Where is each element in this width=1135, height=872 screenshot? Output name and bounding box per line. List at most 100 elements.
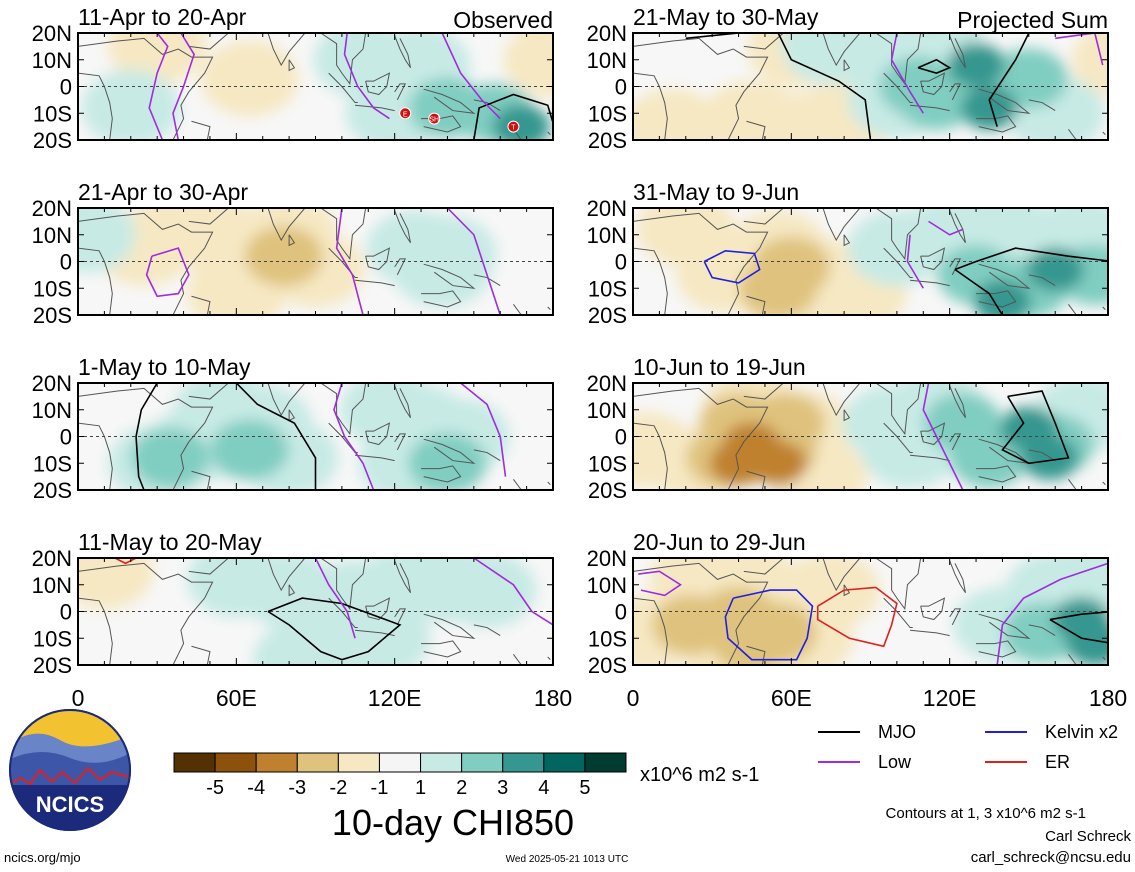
lat-tick-label: 10N bbox=[587, 223, 627, 248]
coastline bbox=[473, 99, 501, 112]
coastline bbox=[423, 88, 476, 114]
coastline bbox=[1102, 481, 1106, 486]
contour-low bbox=[473, 558, 553, 626]
author-name: Carl Schreck bbox=[1045, 828, 1131, 845]
legend-kelvin-label: Kelvin x2 bbox=[1045, 722, 1118, 742]
coastline bbox=[394, 83, 407, 101]
lat-tick-label: 10N bbox=[32, 223, 72, 248]
contour-low bbox=[1055, 33, 1104, 66]
lat-tick-label: 20S bbox=[33, 303, 72, 328]
coastline bbox=[1102, 306, 1106, 311]
coastline bbox=[78, 212, 214, 315]
coastline bbox=[320, 208, 367, 261]
coastline bbox=[843, 234, 851, 247]
coastline bbox=[796, 383, 861, 417]
anomaly-cell bbox=[81, 69, 181, 140]
storm-marker bbox=[428, 112, 441, 125]
coastline bbox=[1068, 129, 1077, 140]
coastline bbox=[796, 208, 861, 242]
coastline bbox=[1068, 479, 1077, 490]
lat-tick-label: 10S bbox=[33, 626, 72, 651]
coastline bbox=[633, 597, 668, 665]
coastline bbox=[949, 83, 962, 101]
colorbar: -5 -4 -3 -2 -1 1 2 3 4 5 bbox=[173, 752, 627, 799]
coastline bbox=[875, 383, 922, 436]
lat-tick-label: 0 bbox=[615, 250, 627, 275]
coastline bbox=[1068, 304, 1077, 315]
anomaly-cell bbox=[897, 69, 976, 130]
lon-tick-label: 0 bbox=[72, 685, 85, 711]
legend-mjo-label: MJO bbox=[878, 722, 916, 742]
coastline bbox=[320, 33, 367, 86]
coastline bbox=[191, 645, 211, 665]
panel-title: 11-Apr to 20-Apr bbox=[78, 4, 247, 30]
coastline bbox=[191, 295, 211, 315]
coastline bbox=[547, 131, 551, 136]
contour-low bbox=[145, 247, 190, 298]
colorbar-swatch bbox=[502, 752, 545, 773]
contour-low bbox=[890, 33, 924, 114]
contour-low bbox=[996, 562, 1108, 665]
coastline bbox=[188, 558, 229, 575]
lat-tick-label: 20S bbox=[33, 653, 72, 678]
lat-tick-label: 20N bbox=[587, 546, 627, 571]
coastline bbox=[241, 33, 306, 67]
contour-low bbox=[906, 234, 924, 289]
lon-tick-label: 180 bbox=[534, 685, 572, 711]
coastline bbox=[1102, 656, 1106, 661]
coastline bbox=[978, 613, 1031, 639]
colorbar-label: -3 bbox=[288, 777, 306, 799]
coastline bbox=[394, 210, 411, 244]
lat-tick-label: 0 bbox=[615, 425, 627, 450]
colorbar-label: 2 bbox=[456, 777, 467, 799]
coastline bbox=[513, 304, 522, 315]
panel-note: Projected Sum bbox=[957, 7, 1108, 33]
colorbar-label: 3 bbox=[497, 777, 508, 799]
coastline bbox=[328, 597, 358, 629]
anomaly-cell bbox=[947, 43, 1005, 88]
coastline bbox=[355, 454, 395, 462]
footer-timestamp: Wed 2025-05-21 1013 UTC bbox=[506, 854, 629, 865]
anomaly-cell bbox=[503, 33, 553, 98]
coastline bbox=[423, 438, 476, 464]
coastline bbox=[78, 72, 113, 140]
contour-low bbox=[638, 570, 682, 597]
anomaly-cell bbox=[78, 208, 136, 273]
storm-marker-label: SH bbox=[429, 117, 439, 124]
coastline bbox=[394, 560, 411, 594]
coastline bbox=[883, 597, 913, 629]
contour-low bbox=[333, 383, 375, 490]
contour-low bbox=[172, 33, 195, 140]
coastline bbox=[843, 59, 851, 72]
coastline bbox=[513, 654, 522, 665]
colorbar-label: -2 bbox=[329, 777, 347, 799]
coastline bbox=[78, 597, 113, 665]
anomaly-cell bbox=[739, 258, 818, 315]
panel-title: 11-May to 20-May bbox=[78, 529, 262, 555]
contour-low bbox=[446, 208, 501, 315]
panel-title: 1-May to 10-May bbox=[78, 354, 251, 380]
colorbar-swatch bbox=[214, 752, 257, 773]
lat-tick-label: 20N bbox=[32, 196, 72, 221]
lat-tick-label: 0 bbox=[615, 600, 627, 625]
coastline bbox=[241, 558, 306, 592]
coastline bbox=[796, 558, 861, 592]
coastline bbox=[978, 263, 1031, 289]
coastline bbox=[473, 624, 501, 637]
coastline bbox=[976, 465, 1017, 483]
contour-mjo bbox=[135, 383, 158, 490]
coastline bbox=[78, 387, 214, 490]
coastline bbox=[288, 59, 296, 72]
coastline bbox=[355, 279, 395, 287]
footer-url: ncics.org/mjo bbox=[4, 850, 81, 865]
panel-title: 21-Apr to 30-Apr bbox=[78, 179, 248, 205]
coastline bbox=[78, 37, 214, 140]
coastline bbox=[288, 234, 296, 247]
coastline bbox=[743, 208, 784, 225]
lat-tick-label: 10N bbox=[32, 573, 72, 598]
